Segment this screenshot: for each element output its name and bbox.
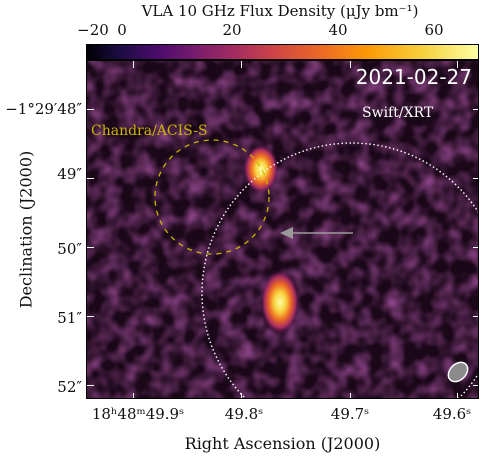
colorbar-title: VLA 10 GHz Flux Density (μJy bm⁻¹) (141, 2, 419, 20)
chandra-label: Chandra/ACIS-S (91, 123, 208, 139)
y-tick-label: 49″ (57, 165, 82, 183)
y-tick-label: 50″ (57, 240, 82, 258)
chandra-error-circle (154, 139, 270, 255)
position-arrow-head (280, 227, 293, 239)
y-tick (473, 109, 478, 110)
radio-source-south (260, 269, 300, 335)
y-tick (87, 385, 94, 386)
y-tick (87, 247, 94, 248)
x-tick (241, 393, 242, 398)
x-tick (133, 61, 134, 68)
beam-ellipse (447, 361, 469, 383)
x-tick-label: 18ʰ48ᵐ49.9ˢ (91, 405, 185, 423)
colorbar (86, 44, 479, 60)
y-tick (473, 385, 478, 386)
y-tick (473, 316, 478, 317)
y-tick-label: 52″ (57, 378, 82, 396)
x-tick-label: 49.6ˢ (432, 405, 472, 423)
y-tick-label: 51″ (57, 309, 82, 327)
x-tick (457, 393, 458, 398)
x-tick (350, 393, 351, 398)
radio-map (87, 61, 478, 398)
x-tick (457, 61, 458, 68)
colorbar-tick-label: 20 (222, 21, 242, 39)
observation-date: 2021-02-27 (355, 65, 472, 89)
y-axis-title: Declination (J2000) (16, 150, 36, 309)
map-noise (87, 61, 478, 398)
x-axis-title: Right Ascension (J2000) (184, 434, 381, 453)
x-tick (133, 393, 134, 398)
colorbar-tick-label: 0 (117, 21, 127, 39)
radio-source-north (243, 144, 279, 194)
x-tick (350, 61, 351, 68)
radio-image-panel: 2021-02-27 Chandra/ACIS-S Swift/XRT (86, 60, 479, 399)
x-tick (241, 61, 242, 68)
swift-label: Swift/XRT (362, 105, 434, 121)
x-tick-label: 49.8ˢ (224, 405, 264, 423)
y-tick (87, 316, 94, 317)
colorbar-tick-label: 40 (328, 21, 348, 39)
y-tick (473, 247, 478, 248)
y-tick-label: −1°29′48″ (5, 100, 82, 118)
y-tick (87, 109, 94, 110)
y-tick (473, 178, 478, 179)
x-tick-label: 49.7ˢ (330, 405, 370, 423)
colorbar-tick-label: 60 (424, 21, 444, 39)
colorbar-tick-label: −20 (77, 21, 109, 39)
y-tick (87, 178, 94, 179)
